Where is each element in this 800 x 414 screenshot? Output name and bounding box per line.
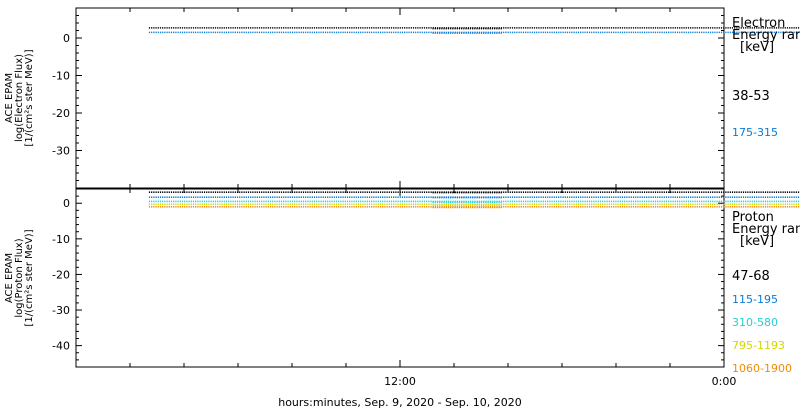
y-tick-label: -20 <box>52 268 70 281</box>
legend-entry-47-68: 47-68 <box>732 269 770 284</box>
legend-entry-38-53: 38-53 <box>732 89 770 104</box>
legend-entry-115-195: 115-195 <box>732 293 778 306</box>
y-tick-label: -30 <box>52 304 70 317</box>
y-tick-label: -40 <box>52 340 70 353</box>
y-axis-label-line: [1/(cm²s ster MeV)] <box>24 49 35 146</box>
y-tick-label: -10 <box>52 233 70 246</box>
legend-title-line: [keV] <box>740 40 774 55</box>
y-tick-label: 0 <box>63 32 70 45</box>
legend-title-line: Energy ran <box>732 222 800 237</box>
x-axis-label: hours:minutes, Sep. 9, 2020 - Sep. 10, 2… <box>278 396 522 409</box>
plot-frame <box>75 188 725 368</box>
panel-1: 0 -10 -20 -30 -40 ACE EPAM log(Proton Flux) [1/… <box>4 188 800 375</box>
y-tick-label: -30 <box>52 145 70 158</box>
legend-title-line: Proton <box>732 210 774 225</box>
y-axis-label-line: ACE EPAM <box>4 73 15 123</box>
legend-title-line: Energy ran <box>732 28 800 43</box>
y-tick-label: 0 <box>63 197 70 210</box>
plot-frame <box>75 7 725 189</box>
y-axis-label-line: log(Electron Flux) <box>14 54 25 142</box>
y-axis-label-line: [1/(cm²s ster MeV)] <box>24 229 35 326</box>
legend-entry-175-315: 175-315 <box>732 126 778 139</box>
legend-entry-795-1193: 795-1193 <box>732 339 785 352</box>
y-tick-label: -10 <box>52 70 70 83</box>
legend-title-line: Electron <box>732 16 785 31</box>
y-axis-label-line: log(Proton Flux) <box>14 238 25 317</box>
y-axis-label-line: ACE EPAM <box>4 253 15 303</box>
x-tick-label: 0:00 <box>712 375 737 388</box>
panel-0: 0 -10 -20 -30 ACE EPAM log(Electron Flux) [1/(… <box>4 7 800 189</box>
y-tick-label: -20 <box>52 107 70 120</box>
legend-entry-1060-1900: 1060-1900 <box>732 362 792 375</box>
x-tick-label: 12:00 <box>384 375 416 388</box>
legend-entry-310-580: 310-580 <box>732 316 778 329</box>
legend-title-line: [keV] <box>740 234 774 249</box>
